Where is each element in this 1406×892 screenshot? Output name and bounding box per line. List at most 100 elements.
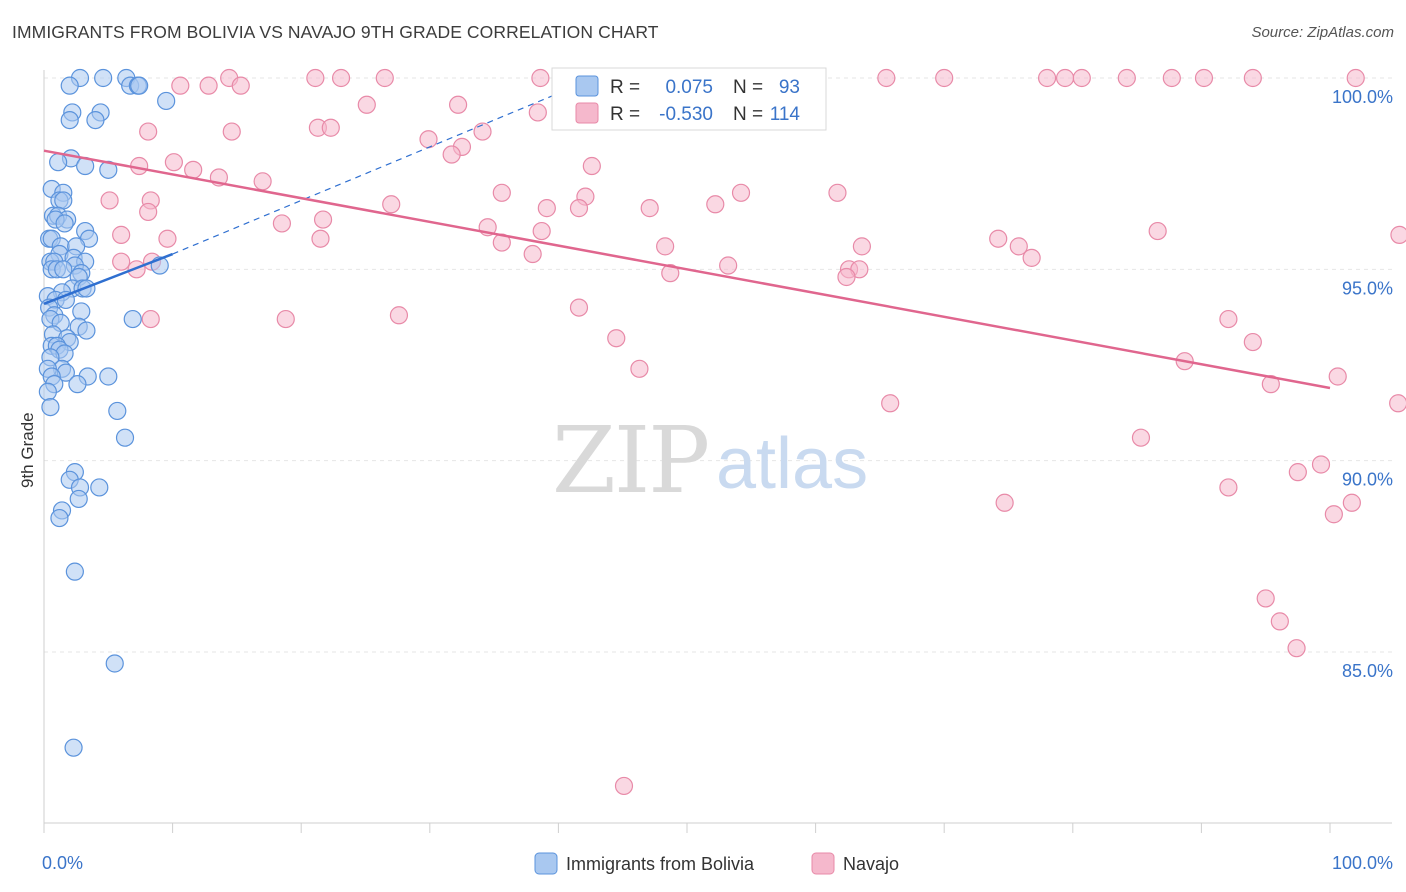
point-navajo [492, 183, 511, 202]
point-navajo [1342, 493, 1361, 512]
point-navajo [473, 122, 492, 141]
point-navajo [389, 306, 409, 325]
trend-line-bolivia [43, 252, 174, 305]
point-navajo [828, 183, 847, 202]
point-bolivia [41, 397, 60, 417]
point-navajo [321, 118, 340, 137]
point-bolivia [94, 68, 113, 88]
legend: Immigrants from Bolivia Navajo [534, 852, 899, 875]
point-navajo [139, 122, 158, 141]
stats-n-value-navajo: 114 [770, 104, 801, 125]
stats-r-value-navajo: -0.530 [659, 104, 713, 125]
stats-n-label-bolivia: N = [733, 77, 763, 98]
stats-r-value-bolivia: 0.075 [665, 77, 713, 98]
trend-lines [43, 92, 1331, 390]
point-bolivia [50, 508, 69, 528]
point-navajo [1261, 375, 1280, 394]
x-tick-label-min: 0.0% [42, 853, 83, 873]
point-bolivia [157, 91, 176, 111]
point-navajo [272, 214, 292, 233]
trend-line-bolivia-extension [172, 92, 559, 255]
point-navajo [158, 229, 177, 248]
watermark-zip: ZIP [552, 407, 708, 514]
point-navajo [1037, 68, 1057, 88]
point-navajo [139, 202, 158, 222]
y-tick-label: 90.0% [1342, 470, 1393, 490]
stats-swatch-navajo [575, 102, 599, 124]
point-navajo [331, 68, 351, 88]
point-navajo [1243, 68, 1262, 88]
point-navajo [1117, 68, 1136, 88]
point-navajo [231, 76, 250, 95]
stats-r-label-bolivia: R = [610, 77, 640, 98]
point-bolivia [108, 401, 127, 421]
y-tick-label: 85.0% [1342, 661, 1393, 681]
point-navajo [630, 359, 649, 378]
point-navajo [569, 298, 589, 317]
stats-box: R = 0.075 N = 93 R = -0.530 N = 114 [551, 67, 827, 131]
point-navajo [607, 329, 626, 348]
point-navajo [531, 68, 550, 88]
point-navajo [357, 95, 376, 114]
point-navajo [1311, 455, 1331, 474]
legend-label-bolivia[interactable]: Immigrants from Bolivia [566, 854, 755, 874]
point-navajo [112, 225, 131, 244]
point-navajo [442, 145, 461, 164]
legend-swatch-bolivia[interactable] [534, 852, 558, 875]
source-label: Source: ZipAtlas.com [1251, 24, 1394, 41]
point-navajo [1389, 394, 1406, 413]
point-navajo [1131, 428, 1151, 447]
point-navajo [1328, 367, 1347, 386]
point-navajo [382, 195, 401, 214]
point-bolivia [54, 191, 73, 210]
point-navajo [1009, 237, 1028, 256]
point-navajo [112, 252, 131, 271]
point-navajo [640, 199, 659, 218]
point-navajo [731, 183, 751, 202]
point-navajo [164, 153, 183, 172]
watermark: ZIP atlas [552, 407, 868, 514]
point-bolivia [60, 76, 79, 95]
point-navajo [276, 309, 295, 329]
point-navajo [569, 199, 589, 218]
point-navajo [184, 160, 203, 179]
point-navajo [877, 68, 896, 88]
point-navajo [1162, 68, 1181, 88]
watermark-atlas: atlas [716, 424, 868, 504]
point-navajo [1148, 221, 1167, 241]
point-navajo [582, 156, 601, 176]
point-bolivia [72, 302, 91, 321]
y-axis-label: 9th Grade [18, 412, 37, 488]
point-navajo [528, 103, 547, 122]
point-navajo [171, 76, 190, 95]
point-navajo [1022, 248, 1041, 267]
point-navajo [523, 244, 542, 264]
y-tick-labels: 85.0% 90.0% 95.0% 100.0% [1332, 87, 1393, 681]
point-bolivia [64, 738, 83, 757]
point-bolivia [123, 309, 142, 329]
point-navajo [719, 256, 738, 275]
point-navajo [222, 122, 241, 141]
point-navajo [995, 493, 1014, 512]
point-navajo [448, 95, 468, 114]
point-navajo [1270, 612, 1289, 631]
stats-r-label-navajo: R = [610, 104, 640, 125]
point-navajo [1346, 68, 1365, 88]
point-navajo [1072, 68, 1091, 88]
point-navajo [1287, 639, 1306, 658]
stats-n-label-navajo: N = [733, 104, 763, 125]
point-bolivia [86, 110, 105, 130]
point-navajo [1256, 589, 1275, 608]
point-navajo [141, 309, 160, 329]
y-tick-label: 95.0% [1342, 278, 1393, 298]
point-navajo [837, 267, 856, 287]
point-navajo [313, 210, 333, 229]
point-bolivia [55, 214, 74, 233]
point-navajo [1324, 505, 1343, 524]
point-bolivia [54, 260, 73, 279]
point-navajo [852, 237, 871, 256]
legend-label-navajo[interactable]: Navajo [843, 854, 899, 874]
point-bolivia [68, 375, 87, 394]
x-tick-label-max: 100.0% [1332, 853, 1393, 873]
legend-swatch-navajo[interactable] [811, 852, 835, 875]
